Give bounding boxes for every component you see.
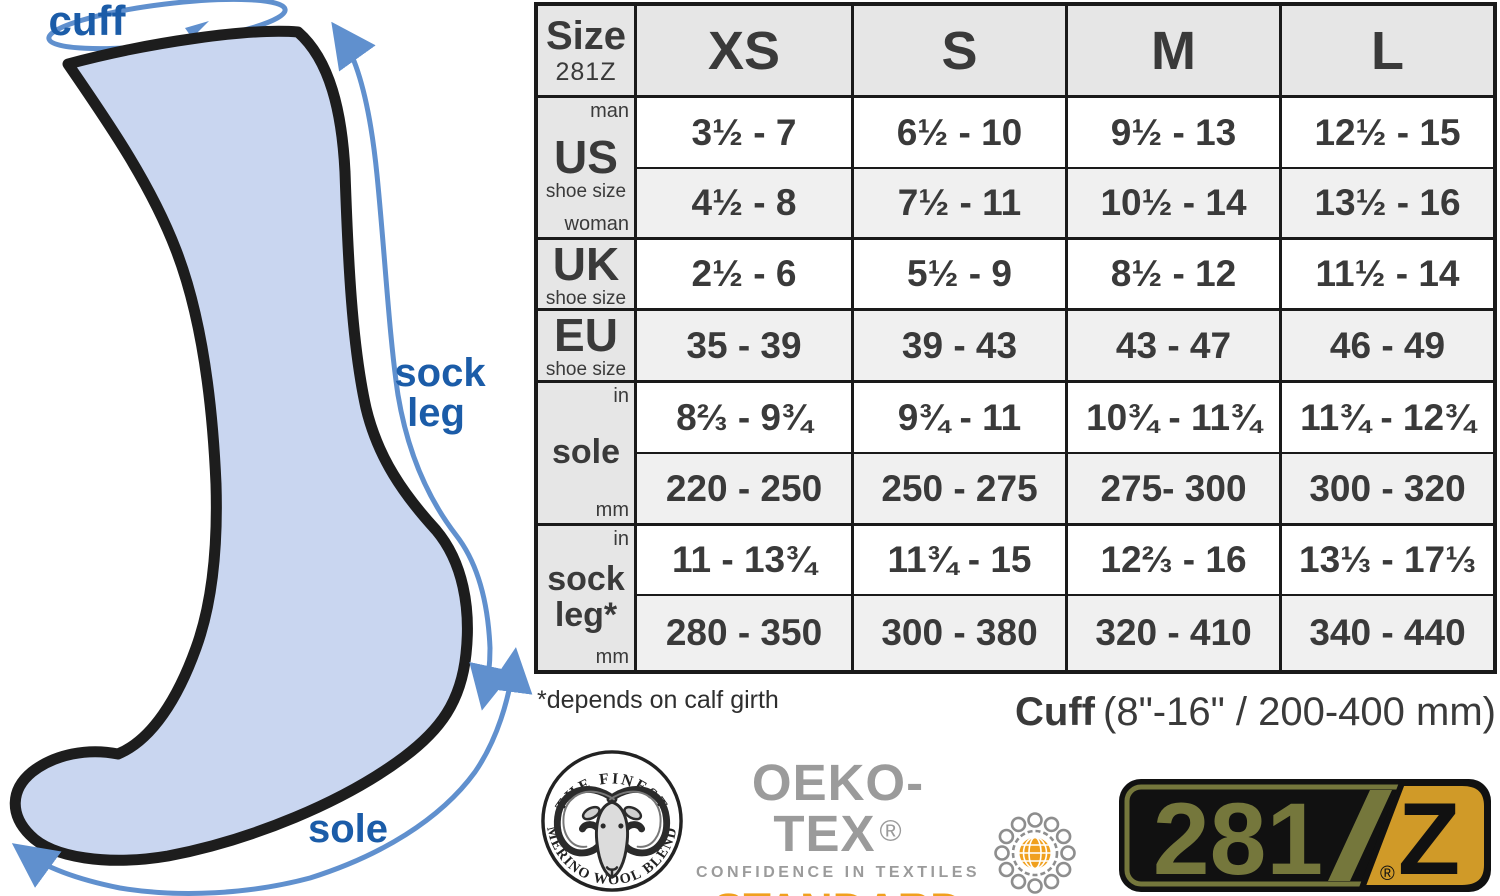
sock-leg-label-line2: leg xyxy=(407,391,465,435)
tag-man: man xyxy=(590,100,629,122)
cuff-note-value: (8"-16" / 200-400 mm) xyxy=(1103,690,1496,734)
uk-sublabel: shoe size xyxy=(545,287,627,309)
oeko-tex-wordmark: OEKO-TEX xyxy=(751,754,925,862)
cuff-note-label: Cuff xyxy=(1015,690,1095,734)
table-cell: 2½ - 6 xyxy=(637,240,854,311)
size-title: Size xyxy=(545,14,627,58)
table-cell: 300 - 320 xyxy=(1282,454,1493,526)
brand-logo-281z: 281 Z ® xyxy=(1119,779,1491,893)
logo-orange-panel xyxy=(1357,780,1490,891)
table-cell: 6½ - 10 xyxy=(854,98,1068,169)
table-cell: 13½ - 16 xyxy=(1282,169,1493,240)
sock-leg-row-label: sock leg* xyxy=(547,560,625,634)
table-cell: 8⅔ - 9¾ xyxy=(637,383,854,454)
table-cell: 3½ - 7 xyxy=(637,98,854,169)
knot-loops xyxy=(994,812,1076,894)
table-cell: 9½ - 13 xyxy=(1068,98,1282,169)
eu-sublabel: shoe size xyxy=(545,359,627,380)
sock-leg-label-line1: sock xyxy=(394,351,486,395)
table-cell: 13⅓ - 17⅓ xyxy=(1282,526,1493,596)
table-cell: 300 - 380 xyxy=(854,596,1068,670)
table-cell: 275- 300 xyxy=(1068,454,1282,526)
registered-mark-icon: ® xyxy=(879,815,903,848)
table-cell: 4½ - 8 xyxy=(637,169,854,240)
row-label-us: man US shoe size woman xyxy=(538,98,637,240)
table-cell: 11 - 13¾ xyxy=(637,526,854,596)
col-header-xs: XS xyxy=(637,6,854,98)
table-cell: 340 - 440 xyxy=(1282,596,1493,670)
table-cell: 35 - 39 xyxy=(637,311,854,383)
table-cell: 5½ - 9 xyxy=(854,240,1068,311)
table-cell: 12⅔ - 16 xyxy=(1068,526,1282,596)
row-label-eu: EU shoe size xyxy=(538,311,637,383)
sole-label: sole xyxy=(308,807,388,851)
table-cell: 8½ - 12 xyxy=(1068,240,1282,311)
oeko-tex-tagline: CONFIDENCE IN TEXTILES xyxy=(695,864,981,881)
table-cell: 10¾ - 11¾ xyxy=(1068,383,1282,454)
eu-label: EU xyxy=(554,311,618,361)
table-cell: 39 - 43 xyxy=(854,311,1068,383)
table-cell: 280 - 350 xyxy=(637,596,854,670)
tag-woman: woman xyxy=(564,213,629,235)
uk-label: UK xyxy=(552,240,620,290)
cuff-label: cuff xyxy=(49,0,127,44)
us-label: US xyxy=(554,131,618,183)
row-label-sole: in sole mm xyxy=(538,383,637,526)
table-cell: 220 - 250 xyxy=(637,454,854,526)
row-label-uk: UK shoe size xyxy=(538,240,637,311)
sock-diagram: cuff sock leg sole xyxy=(9,0,533,896)
size-code: 281Z xyxy=(555,58,617,86)
oeko-tex-standard: STANDARD 100 xyxy=(688,887,988,896)
table-cell: 11½ - 14 xyxy=(1282,240,1493,311)
calf-girth-footnote: *depends on calf girth xyxy=(537,686,779,714)
cuff-dimension-note: Cuff (8"-16" / 200-400 mm) xyxy=(1015,690,1496,735)
row-label-sock-leg: in sock leg* mm xyxy=(538,526,637,670)
col-header-l: L xyxy=(1282,6,1493,98)
table-cell: 250 - 275 xyxy=(854,454,1068,526)
table-cell: 320 - 410 xyxy=(1068,596,1282,670)
merino-wool-badge: THE FINEST MERINO WOOL BLEND xyxy=(541,750,683,892)
table-cell: 10½ - 14 xyxy=(1068,169,1282,240)
tag-mm: mm xyxy=(595,499,629,521)
tag-in: in xyxy=(613,385,629,407)
logo-letter: Z xyxy=(1398,782,1460,893)
sock-leg-measure-line xyxy=(331,21,514,711)
oeko-tex-badge: OEKO-TEX® CONFIDENCE IN TEXTILES STANDAR… xyxy=(688,757,988,896)
logo-slash-icon xyxy=(1328,790,1392,881)
table-cell: 43 - 47 xyxy=(1068,311,1282,383)
table-cell: 9¾ - 11 xyxy=(854,383,1068,454)
logo-digits: 281 xyxy=(1153,782,1323,893)
table-cell: 7½ - 11 xyxy=(854,169,1068,240)
col-header-s: S xyxy=(854,6,1068,98)
tag-mm: mm xyxy=(595,646,629,668)
sole-measure-line xyxy=(11,647,533,896)
sole-row-label: sole xyxy=(551,433,621,472)
table-cell: 46 - 49 xyxy=(1282,311,1493,383)
tag-in: in xyxy=(613,528,629,550)
registered-mark-icon: ® xyxy=(1380,863,1395,885)
sock-outline xyxy=(9,25,473,866)
table-cell: 12½ - 15 xyxy=(1282,98,1493,169)
table-cell: 11¾ - 15 xyxy=(854,526,1068,596)
size-table: Size 281Z XS S M L man US shoe size woma… xyxy=(534,2,1497,674)
col-header-m: M xyxy=(1068,6,1282,98)
us-sublabel: shoe size xyxy=(545,181,627,202)
header-size-cell: Size 281Z xyxy=(538,6,637,98)
globe-icon xyxy=(1019,836,1051,870)
table-cell: 11¾ - 12¾ xyxy=(1282,383,1493,454)
oeko-tex-globe-emblem xyxy=(994,812,1076,894)
ram-head-icon xyxy=(553,786,671,879)
oeko-tex-title: OEKO-TEX ® xyxy=(688,757,988,859)
